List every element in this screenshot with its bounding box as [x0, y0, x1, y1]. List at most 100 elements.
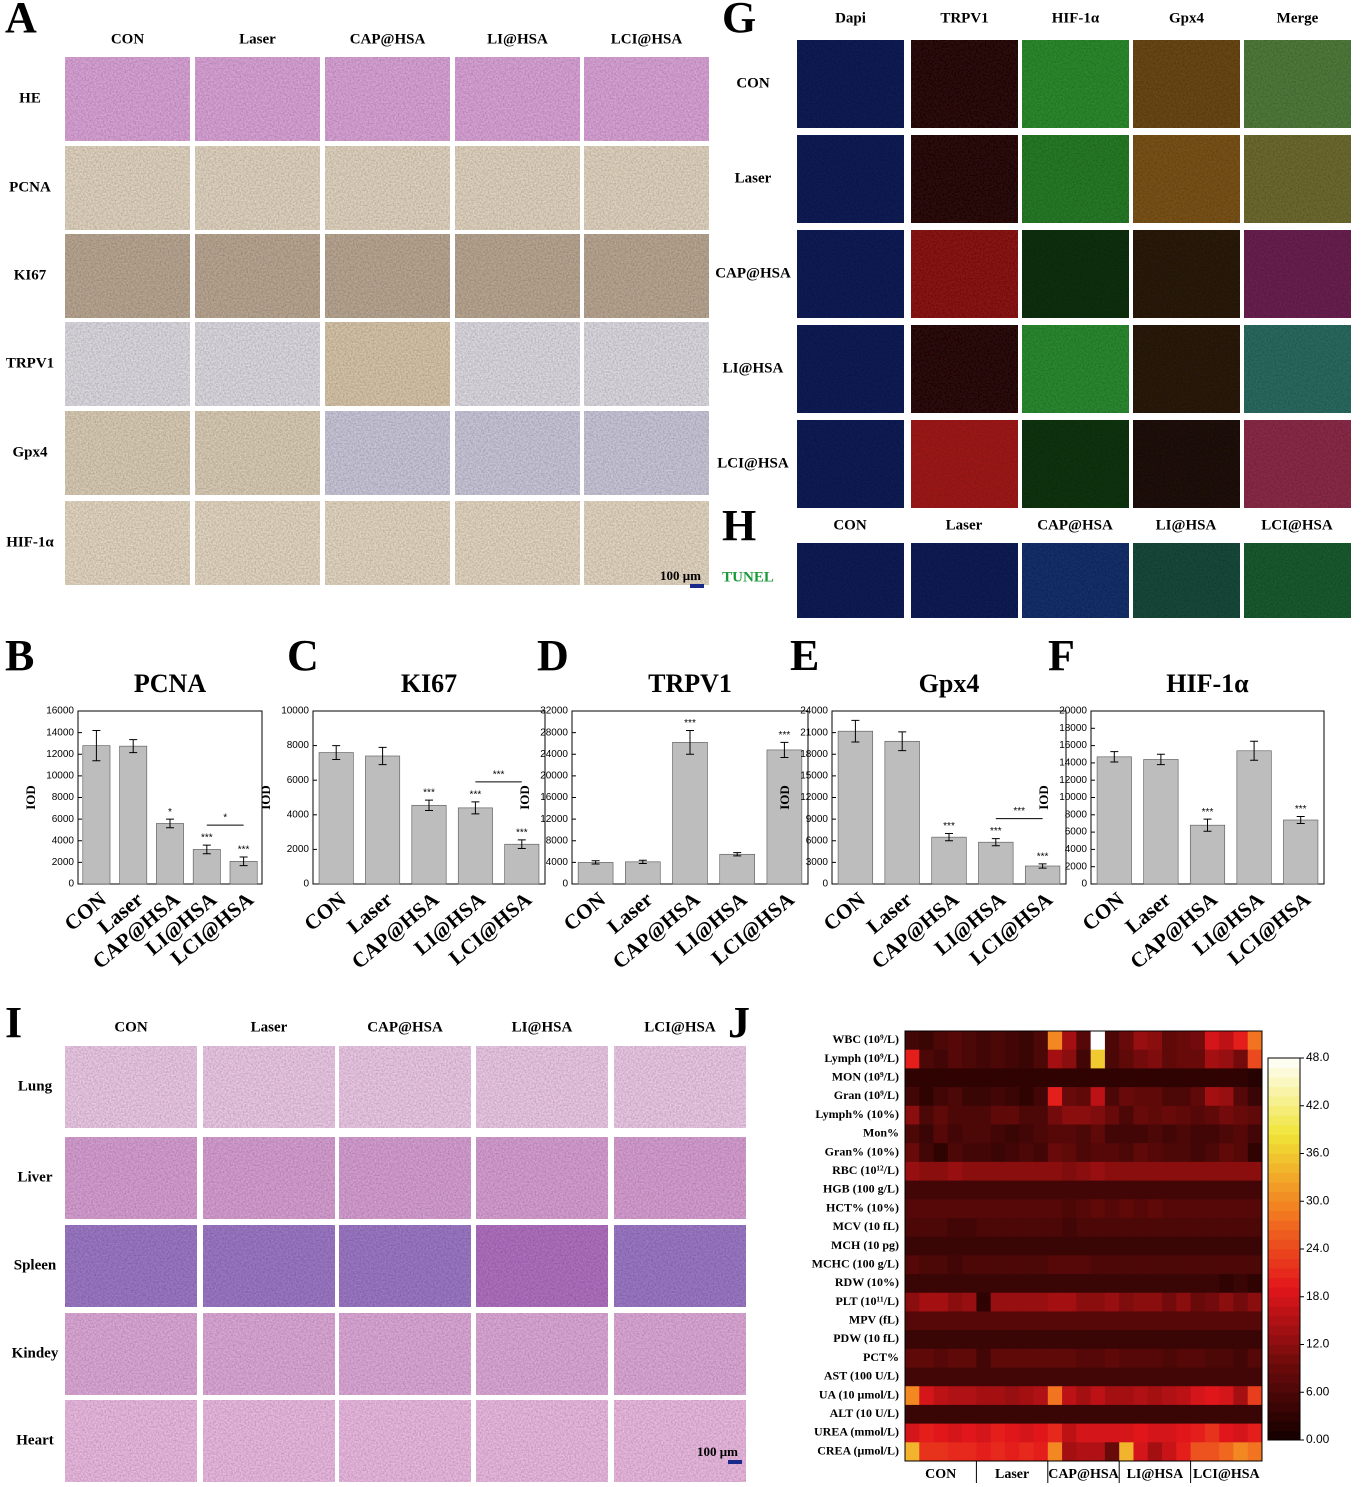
error-bar — [425, 799, 433, 811]
heatmap-cell — [1219, 1404, 1234, 1425]
bar — [1024, 865, 1061, 885]
row-label: Mon% — [863, 1126, 899, 1140]
colorbar-step — [1268, 1191, 1300, 1202]
colorbar-step — [1268, 1287, 1300, 1298]
heatmap-cell — [1090, 1236, 1106, 1256]
bar — [884, 740, 920, 885]
heatmap-cell — [905, 1367, 920, 1387]
row-label: RDW (10%) — [835, 1275, 899, 1289]
heatmap-cell — [933, 1255, 949, 1275]
heatmap-cell — [1047, 1161, 1063, 1181]
micrograph — [797, 420, 904, 508]
heatmap-cell — [905, 1124, 920, 1144]
heatmap-cell — [1019, 1105, 1034, 1125]
row-label: MCHC (100 g/L) — [812, 1256, 899, 1270]
heatmap-cell — [1190, 1068, 1206, 1088]
heatmap-cell — [1076, 1180, 1092, 1200]
heatmap-cell — [1033, 1199, 1049, 1219]
heatmap-cell — [1047, 1180, 1063, 1200]
micrograph — [911, 40, 1018, 128]
heatmap-cell — [1033, 1087, 1049, 1107]
micrograph — [455, 322, 580, 406]
heatmap-cell — [1233, 1217, 1249, 1238]
colorbar-tick-label: 18.0 — [1306, 1289, 1330, 1303]
error-bar — [239, 856, 248, 867]
heatmap-cell — [1176, 1348, 1191, 1368]
heatmap-cell — [1019, 1292, 1034, 1312]
heatmap-cell — [919, 1386, 934, 1406]
heatmap-cell — [1176, 1143, 1191, 1163]
row-label: Lymph% (10%) — [815, 1107, 899, 1121]
heatmap-cell — [947, 1199, 963, 1219]
y-tick-label: 20000 — [1059, 706, 1087, 717]
heatmap-cell — [905, 1049, 920, 1069]
heatmap-cell — [933, 1161, 949, 1181]
heatmap-cell — [1047, 1031, 1063, 1051]
heatmap-cell — [990, 1404, 1006, 1425]
heatmap-cell — [1062, 1386, 1077, 1406]
colorbar-step — [1268, 1172, 1300, 1183]
colorbar-step — [1268, 1239, 1300, 1250]
heatmap-cell — [990, 1423, 1006, 1443]
column-header: TRPV1 — [940, 10, 988, 26]
heatmap-cell — [919, 1292, 934, 1312]
significance-label: *** — [684, 718, 696, 729]
y-tick-label: 8000 — [52, 792, 75, 803]
y-tick-label: 2000 — [1065, 861, 1088, 872]
heatmap-cell — [919, 1105, 934, 1125]
significance-label: *** — [238, 845, 250, 856]
heatmap-cell — [905, 1423, 920, 1443]
row-label: PDW (10 fL) — [833, 1331, 899, 1345]
heatmap-cell — [1062, 1367, 1077, 1387]
heatmap-cell — [1176, 1049, 1191, 1069]
micrograph — [614, 1137, 746, 1219]
heatmap-cell — [1033, 1143, 1049, 1163]
heatmap-cell — [1147, 1087, 1163, 1107]
heatmap-cell — [1176, 1311, 1191, 1331]
heatmap-cell — [1004, 1330, 1020, 1350]
error-bar — [638, 859, 647, 864]
heatmap-cell — [1233, 1311, 1249, 1331]
heatmap-cell — [1133, 1348, 1149, 1368]
heatmap-cell — [1047, 1330, 1063, 1350]
micrograph — [1244, 543, 1351, 618]
bar — [672, 742, 708, 885]
heatmap-cell — [1076, 1031, 1092, 1051]
colorbar-step — [1268, 1420, 1300, 1431]
error-bar — [517, 839, 526, 850]
significance-label: *** — [779, 730, 791, 741]
heatmap-cell — [1190, 1124, 1206, 1144]
heatmap-cell — [1047, 1087, 1063, 1107]
bar — [577, 862, 614, 885]
heatmap-cell — [1162, 1236, 1177, 1256]
heatmap-cell — [1004, 1386, 1020, 1406]
heatmap-cell — [1247, 1161, 1263, 1181]
significance-label: * — [223, 813, 227, 824]
heatmap-cell — [1062, 1068, 1077, 1088]
heatmap-cell — [1133, 1161, 1149, 1181]
heatmap-cell — [1004, 1180, 1020, 1200]
colorbar-step — [1268, 1296, 1300, 1307]
heatmap-cell — [1019, 1199, 1034, 1219]
micrograph — [65, 1225, 197, 1307]
heatmap-cell — [1062, 1404, 1077, 1425]
heatmap-cell — [919, 1199, 934, 1219]
error-bar — [1203, 818, 1212, 832]
significance-label: *** — [1202, 807, 1214, 818]
chart-title: HIF-1α — [1166, 669, 1249, 698]
heatmap-cell — [1147, 1124, 1163, 1144]
heatmap-cell — [1204, 1031, 1220, 1051]
micrograph — [584, 501, 709, 585]
heatmap-cell — [1076, 1330, 1092, 1350]
heatmap-cell — [1162, 1255, 1177, 1275]
y-tick-label: 14000 — [46, 727, 74, 738]
micrograph — [797, 543, 904, 618]
heatmap-cell — [1233, 1236, 1249, 1256]
heatmap-cell — [1119, 1105, 1134, 1125]
heatmap-cell — [919, 1311, 934, 1331]
heatmap-cell — [1204, 1105, 1220, 1125]
heatmap-cell — [1047, 1274, 1063, 1294]
row-label: MCV (10 fL) — [833, 1219, 899, 1233]
heatmap-cell — [1162, 1311, 1177, 1331]
